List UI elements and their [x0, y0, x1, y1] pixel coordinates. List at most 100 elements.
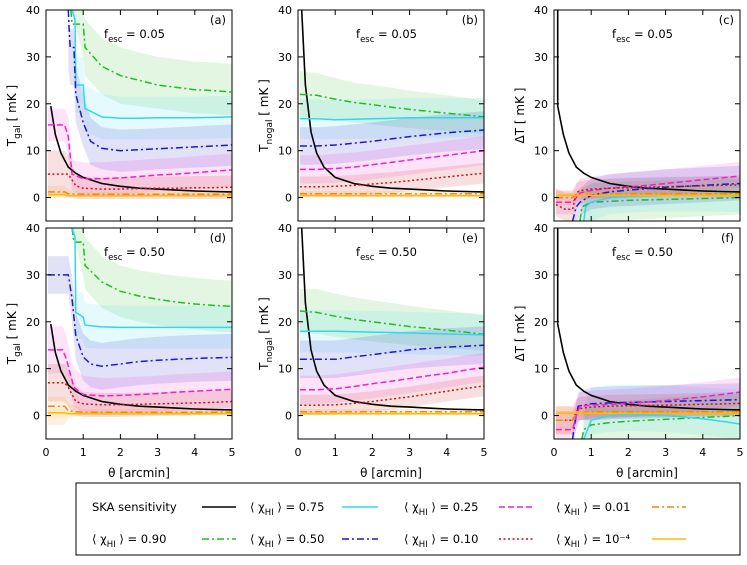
y-tick-label: 0 [33, 192, 40, 205]
series-line-1e-4 [47, 193, 232, 197]
legend-entry: ⟨ χHI ⟩ = 0.75 [250, 500, 378, 518]
y-tick-label: 10 [534, 363, 548, 376]
band-0.90 [72, 228, 232, 333]
plot-area [47, 10, 232, 199]
plot-frame [553, 9, 741, 222]
band-0.50 [47, 256, 232, 390]
band-0.50 [299, 111, 484, 165]
band-0.25 [299, 136, 484, 184]
y-tick-label: 10 [278, 145, 292, 158]
y-tick-label: 30 [534, 269, 548, 282]
panel-tag: (a) [210, 13, 226, 27]
series-line-0.50 [67, 10, 232, 152]
legend-frame [75, 482, 741, 556]
panel-f: 0 10 20 30 40 0 1 2 3 4 5 θ [arcmin] (f) fesc = 0.50 Δ… [513, 222, 744, 480]
series-line-0.90 [71, 228, 232, 308]
legend-label: ⟨ χHI ⟩ = 0.75 [250, 500, 324, 518]
series-line-0.75 [71, 228, 232, 329]
y-tick-label: 0 [285, 410, 292, 423]
panel-tag: (e) [462, 231, 478, 245]
y-tick-label: 10 [26, 145, 40, 158]
legend-entry: ⟨ χHI ⟩ = 0.01 [556, 500, 686, 518]
x-tick-label: 3 [662, 446, 669, 459]
legend-label: ⟨ χHI ⟩ = 0.90 [92, 532, 166, 550]
band-0.75 [72, 10, 232, 140]
x-tick-label: 4 [191, 446, 198, 459]
y-tick-label: 0 [541, 192, 548, 205]
series-line-0.01 [555, 193, 740, 199]
y-axis-label: ΔT [ mK ] [513, 88, 527, 144]
series-line-SKA sensitivity [50, 323, 232, 411]
x-axis-label: θ [arcmin] [616, 466, 678, 480]
series-line-0.10 [47, 173, 232, 190]
series-line-0.25 [555, 391, 740, 431]
legend-label: ⟨ χHI ⟩ = 0.10 [404, 532, 478, 550]
panel-e: 0 10 20 30 40 0 1 2 3 4 5 θ [arcmin] (e) fesc = 0.50 T… [257, 222, 488, 480]
plot-area [555, 228, 740, 439]
x-tick-label: 1 [588, 446, 595, 459]
fesc-label: fesc = 0.50 [356, 245, 417, 263]
panel-tag: (d) [210, 231, 226, 245]
series-line-0.50 [47, 274, 232, 368]
series-line-0.01 [47, 191, 232, 196]
y-tick-label: 0 [33, 410, 40, 423]
band-0.90 [299, 289, 484, 351]
band-0.25 [555, 377, 740, 439]
x-tick-label: 4 [443, 446, 450, 459]
series-line-0.10 [555, 402, 740, 421]
legend-label: ⟨ χHI ⟩ = 0.25 [404, 500, 478, 518]
y-tick-label: 40 [26, 4, 40, 17]
panel-d: 0 10 20 30 40 0 1 2 3 4 5 θ [arcmin] (d) fesc = 0.50 T… [5, 222, 236, 480]
fesc-label: fesc = 0.05 [356, 27, 417, 45]
legend-label: ⟨ χHI ⟩ = 10⁻⁴ [556, 532, 630, 550]
legend-entry: ⟨ χHI ⟩ = 0.50 [250, 532, 378, 550]
band-0.25 [299, 352, 484, 404]
series-line-0.75 [583, 413, 740, 439]
panel-tag: (c) [719, 13, 734, 27]
series-line-0.10 [299, 385, 484, 406]
y-tick-label: 10 [534, 145, 548, 158]
legend-label: ⟨ χHI ⟩ = 0.01 [556, 500, 630, 518]
legend-entry: SKA sensitivity [92, 500, 236, 514]
y-tick-label: 20 [26, 98, 40, 111]
legend: SKA sensitivity ⟨ χHI ⟩ = 0.90 ⟨ χHI ⟩ = 0… [75, 482, 741, 556]
series-line-0.50 [299, 344, 484, 361]
x-tick-label: 1 [332, 446, 339, 459]
y-tick-label: 30 [534, 51, 548, 64]
legend-entry: ⟨ χHI ⟩ = 10⁻⁴ [556, 532, 686, 550]
y-tick-label: 10 [26, 363, 40, 376]
legend-entry: ⟨ χHI ⟩ = 0.25 [404, 500, 535, 518]
y-tick-label: 30 [278, 269, 292, 282]
x-tick-label: 5 [737, 446, 744, 459]
band-0.50 [572, 383, 740, 439]
x-tick-label: 4 [699, 446, 706, 459]
x-tick-label: 1 [80, 446, 87, 459]
series-line-SKA sensitivity [50, 105, 232, 193]
x-axis-label: θ [arcmin] [360, 466, 422, 480]
legend-label: ⟨ χHI ⟩ = 0.50 [250, 532, 324, 550]
x-tick-label: 3 [154, 446, 161, 459]
series-line-0.25 [555, 175, 740, 203]
band-0.75 [72, 228, 232, 349]
series-line-0.90 [299, 93, 484, 118]
y-tick-label: 0 [285, 192, 292, 205]
y-tick-label: 20 [26, 316, 40, 329]
plot-frame [45, 9, 233, 222]
series-line-0.75 [299, 330, 484, 336]
band-0.01 [47, 396, 232, 425]
y-tick-label: 20 [534, 98, 548, 111]
y-axis-label: ΔT [ mK ] [513, 306, 527, 362]
band-0.10 [299, 162, 484, 197]
y-tick-label: 30 [26, 269, 40, 282]
y-tick-label: 0 [541, 410, 548, 423]
y-tick-label: 40 [534, 4, 548, 17]
y-tick-label: 40 [534, 222, 548, 235]
panel-tag: (f) [721, 231, 734, 245]
plot-area [299, 10, 484, 198]
y-axis-label: Tgal [ mK ] [5, 85, 23, 147]
y-axis-label: Tnogal [ mK ] [257, 79, 275, 153]
y-axis-label: Tgal [ mK ] [5, 303, 23, 365]
legend-entry: ⟨ χHI ⟩ = 0.10 [404, 532, 535, 550]
x-tick-label: 3 [406, 446, 413, 459]
series-line-0.25 [299, 149, 484, 171]
